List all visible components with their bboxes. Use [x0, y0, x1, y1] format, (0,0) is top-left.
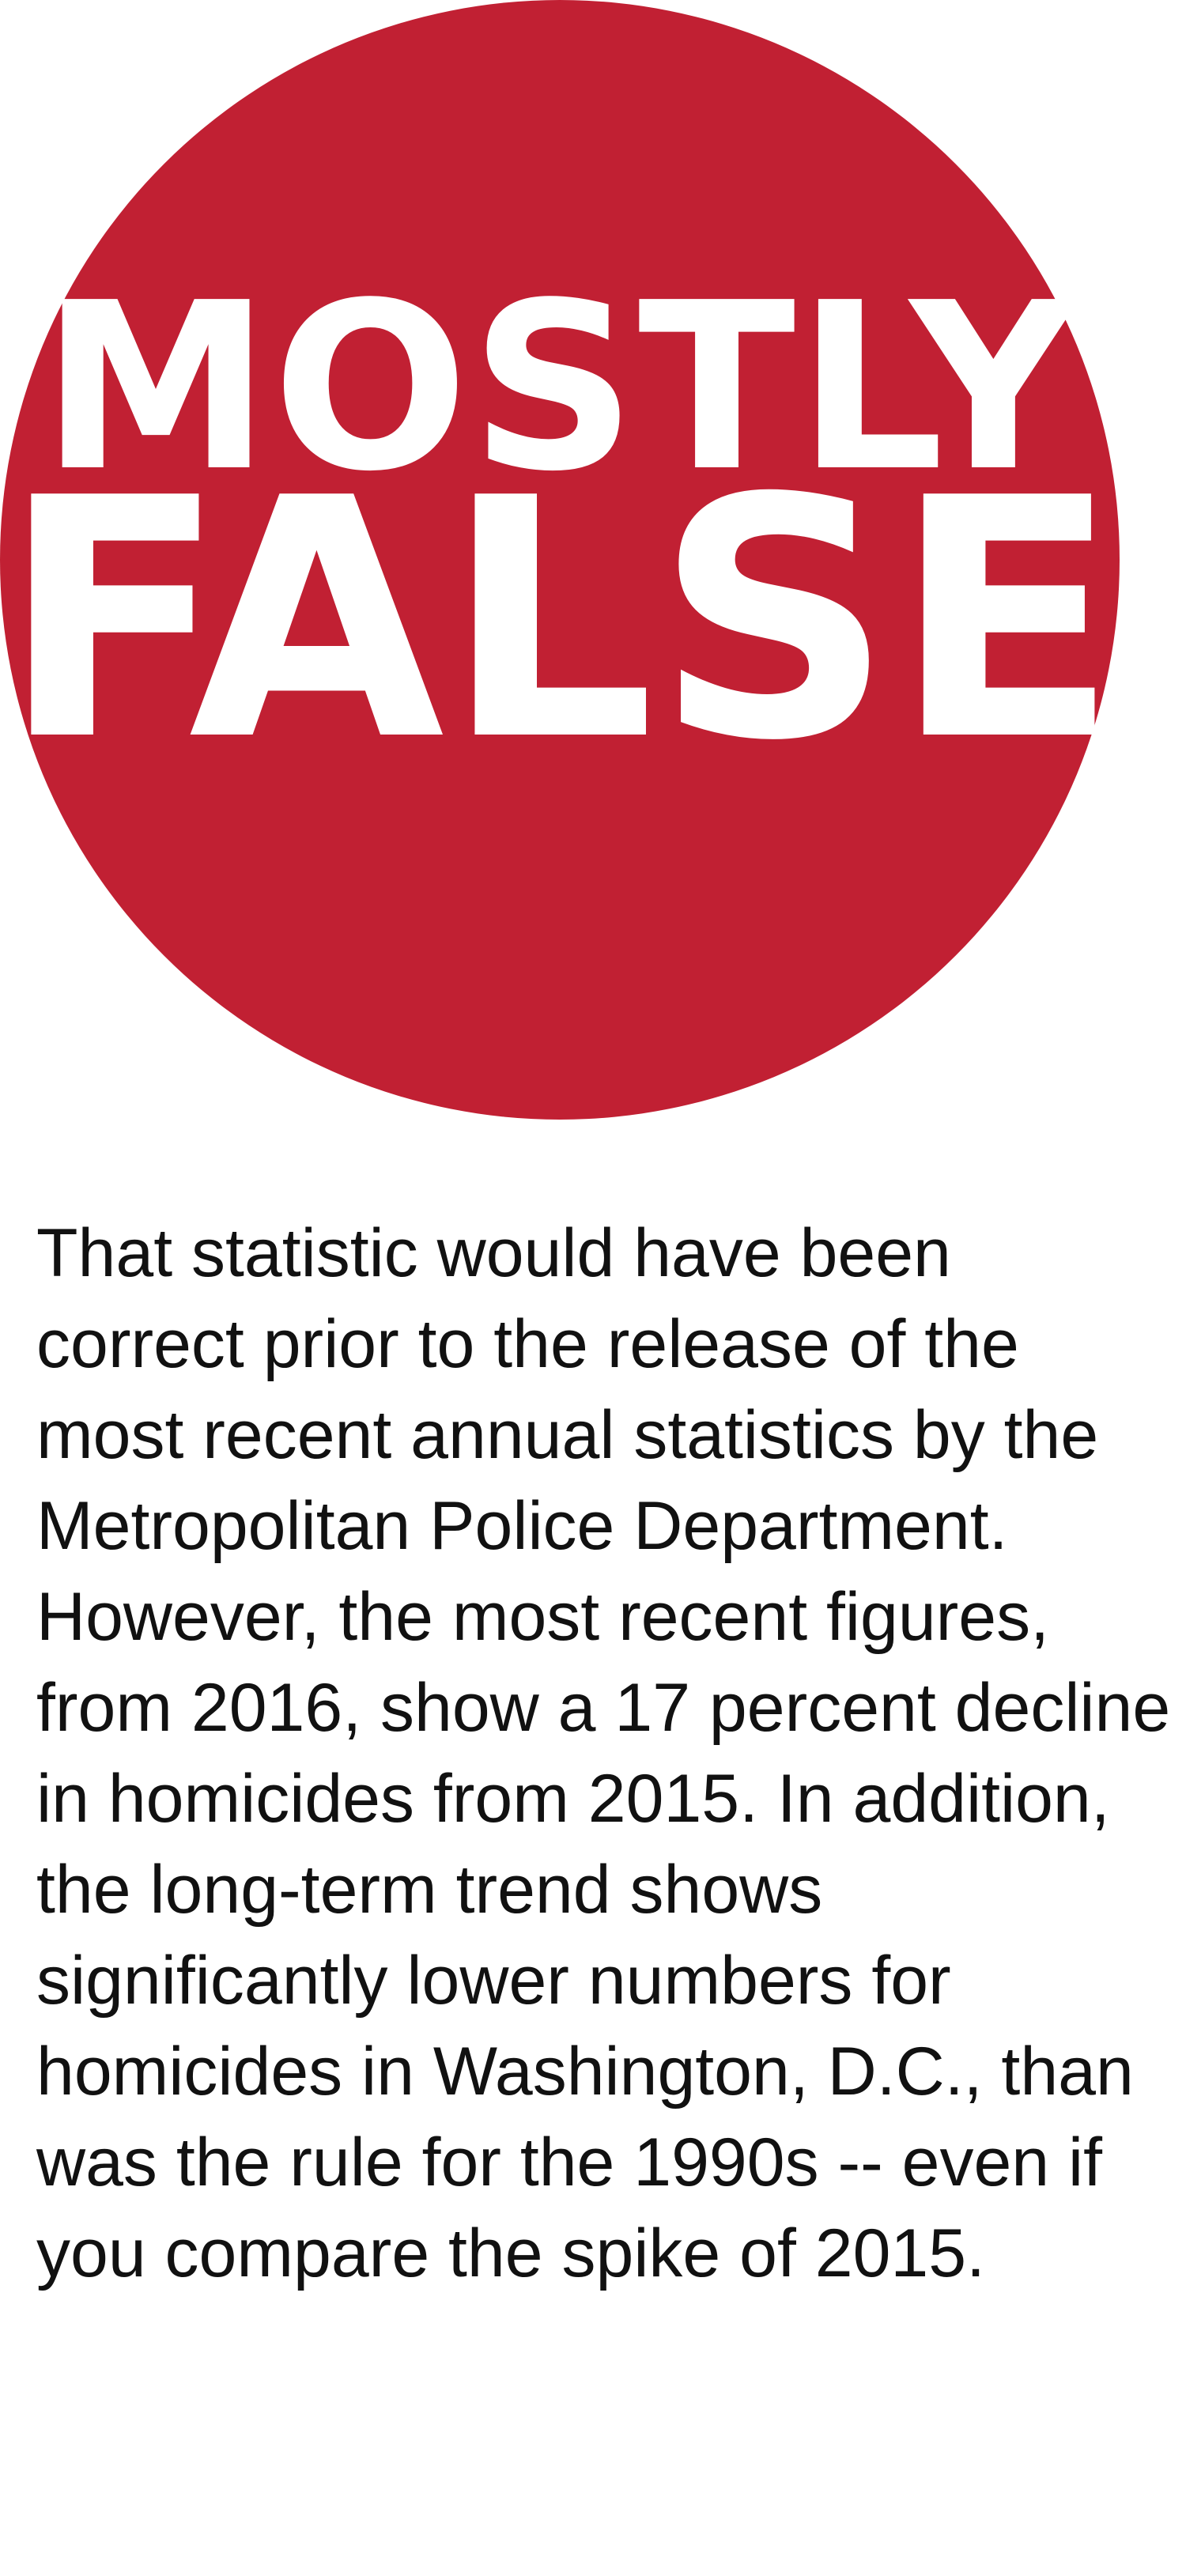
rating-line-mostly: MOSTLY	[40, 253, 1079, 522]
rating-line-false: FALSE	[0, 428, 1119, 813]
rating-explanation: That statistic would have been correct p…	[36, 1215, 1171, 2291]
rating-badge: MOSTLY FALSE	[0, 0, 1120, 1120]
